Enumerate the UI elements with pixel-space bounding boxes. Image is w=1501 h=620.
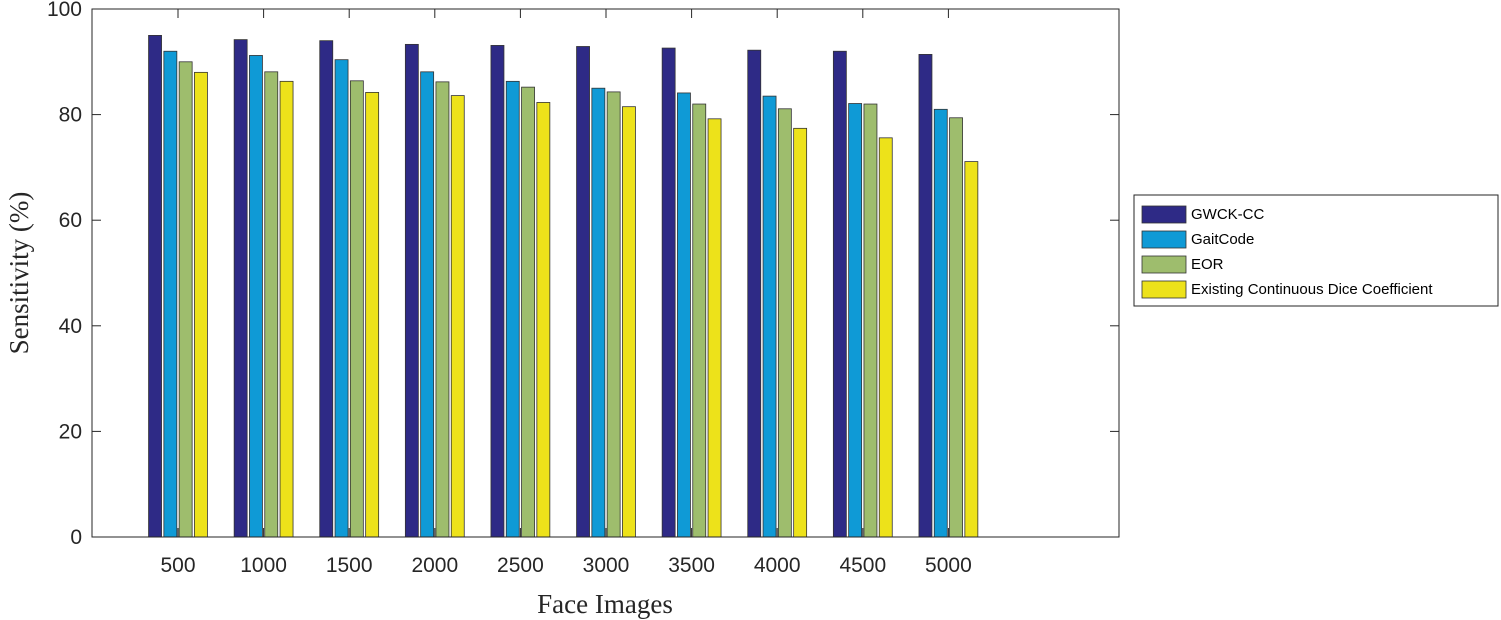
x-tick-label: 4500 [839,554,886,577]
bar-gwck-cc-3500 [661,47,676,538]
bar-existing-continuous-dice-coefficient-3500 [707,118,722,538]
bar-gwck-cc-3000 [576,46,590,538]
bar-gaitcode-1500 [334,59,349,538]
y-tick-label: 80 [59,104,82,127]
bar-gaitcode-3500 [677,92,691,538]
bar-gaitcode-1000 [249,55,263,538]
legend-swatch [1141,255,1187,274]
bar-gaitcode-2000 [420,71,435,538]
bar-gwck-cc-1000 [233,39,248,538]
bar-existing-continuous-dice-coefficient-3000 [622,106,636,538]
bars-group [148,35,979,538]
bar-eor-1000 [264,71,279,538]
bar-existing-continuous-dice-coefficient-5000 [964,161,979,538]
bar-eor-4500 [863,103,878,538]
bar-gwck-cc-5000 [918,54,933,538]
x-axis-title: Face Images [537,589,673,619]
bar-gaitcode-4000 [762,95,777,538]
legend-swatch [1141,280,1187,299]
bar-eor-1500 [349,80,364,538]
bar-gaitcode-4500 [848,103,863,538]
x-tick-label: 1500 [326,554,373,577]
bar-existing-continuous-dice-coefficient-4000 [793,127,808,538]
bar-eor-2500 [521,86,535,538]
bar-gaitcode-500 [163,50,178,538]
x-tick-label: 3500 [668,554,715,577]
legend-label: EOR [1191,256,1224,273]
bar-existing-continuous-dice-coefficient-2500 [536,102,551,538]
legend-swatch [1141,230,1187,249]
x-tick-label: 3000 [583,554,630,577]
axes-group: 0 20 40 60 80 100 500 1000 1500 2000 2500 3000 3500 4… [47,0,1120,577]
bar-existing-continuous-dice-coefficient-1000 [279,80,294,538]
bar-gwck-cc-2000 [404,43,419,538]
bar-existing-continuous-dice-coefficient-1500 [365,92,380,538]
legend-label: GaitCode [1191,231,1254,248]
x-tick-label: 2500 [497,554,544,577]
x-tick-label: 5000 [925,554,972,577]
bar-gaitcode-3000 [591,87,606,538]
bar-gwck-cc-1500 [319,40,334,538]
legend-label: GWCK-CC [1191,206,1264,223]
bar-existing-continuous-dice-coefficient-4500 [878,137,893,538]
y-tick-label: 60 [59,209,82,232]
x-tick-label: 2000 [411,554,458,577]
bar-gwck-cc-4000 [747,49,762,538]
y-tick-label: 40 [59,315,82,338]
bar-gwck-cc-500 [148,35,162,538]
bar-eor-3000 [606,91,621,538]
x-tick-label: 4000 [754,554,801,577]
bar-gwck-cc-4500 [832,50,847,538]
y-tick-label: 0 [70,526,82,549]
x-tick-label: 500 [160,554,195,577]
y-tick-label: 100 [47,0,82,21]
bar-eor-4000 [777,108,792,538]
y-tick-label: 20 [59,420,82,443]
y-axis-title: Sensitivity (%) [4,192,34,355]
bar-gaitcode-5000 [933,108,948,538]
bar-eor-2000 [435,81,450,538]
legend: GWCK-CC GaitCode EOR Existing Continuous Di… [1133,194,1499,307]
plot-background [92,9,1119,537]
legend-box [1133,194,1499,307]
bar-existing-continuous-dice-coefficient-2000 [450,95,465,538]
bar-gwck-cc-2500 [490,45,505,538]
bar-existing-continuous-dice-coefficient-500 [194,71,208,538]
legend-label: Existing Continuous Dice Coefficient [1191,281,1433,298]
bar-eor-500 [178,61,193,538]
bar-eor-3500 [692,103,707,538]
x-tick-label: 1000 [240,554,287,577]
bar-eor-5000 [949,117,963,538]
bar-gaitcode-2500 [505,80,520,538]
legend-swatch [1141,205,1187,224]
